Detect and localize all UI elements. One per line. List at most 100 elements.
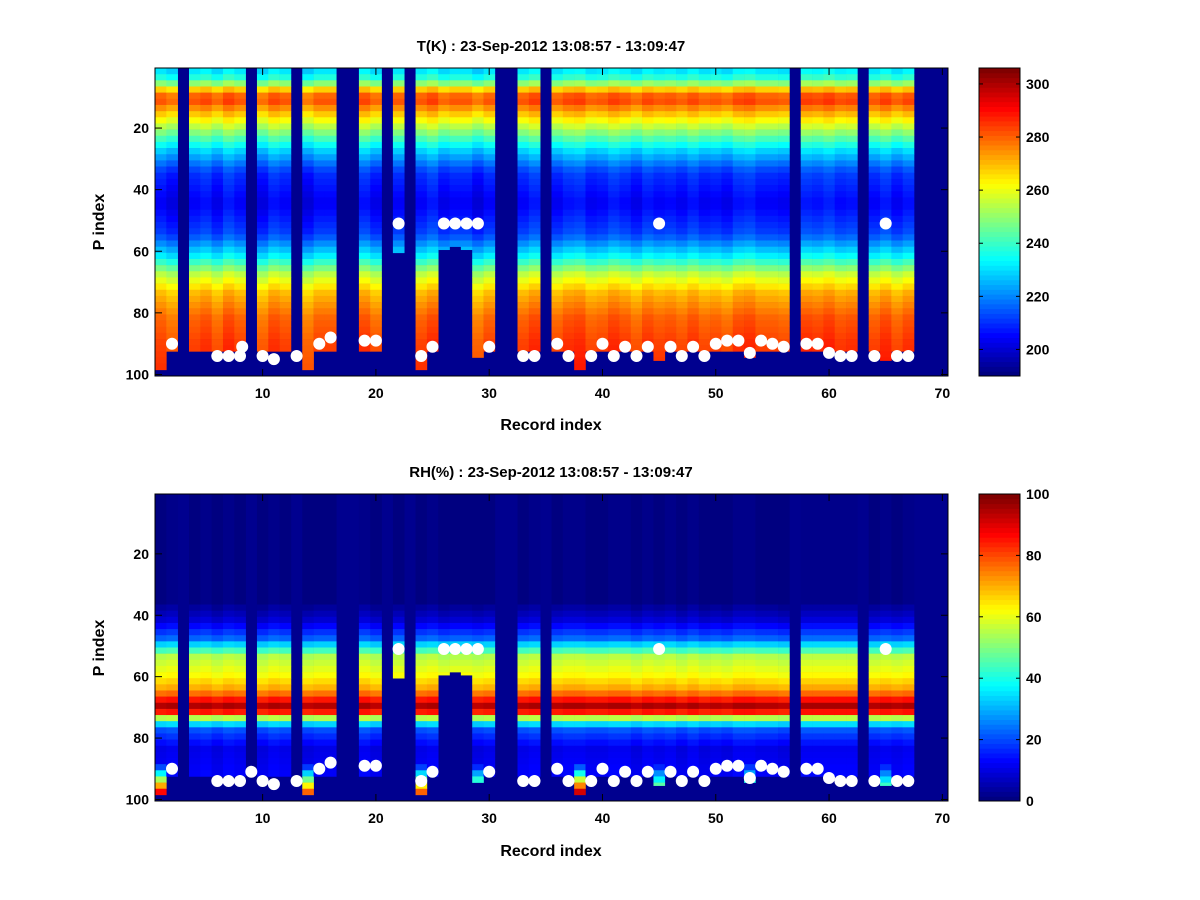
heatmap-cell	[744, 635, 756, 642]
heatmap-cell	[460, 74, 473, 81]
heatmap-cell	[585, 295, 598, 303]
heatmap-cell	[721, 197, 734, 204]
heatmap-cell	[155, 567, 167, 575]
heatmap-cell	[630, 111, 643, 118]
heatmap-cell	[279, 240, 292, 247]
heatmap-cell	[868, 240, 881, 247]
heatmap-cell	[687, 586, 700, 593]
heatmap-cell	[234, 733, 246, 740]
heatmap-cell	[766, 258, 779, 266]
heatmap-cell	[188, 579, 201, 587]
heatmap-cell	[710, 518, 722, 525]
heatmap-cell	[642, 530, 654, 538]
heatmap-cell	[166, 665, 178, 673]
heatmap-cell	[438, 512, 450, 519]
heatmap-cell	[653, 665, 666, 673]
heatmap-cell	[574, 228, 586, 235]
heatmap-cell	[472, 68, 484, 75]
heatmap-cell	[574, 782, 586, 790]
heatmap-cell	[483, 222, 496, 229]
heatmap-cell	[268, 314, 280, 321]
heatmap-cell	[188, 715, 201, 722]
heatmap-cell	[358, 86, 371, 93]
heatmap-cell	[574, 629, 586, 636]
heatmap-cell	[358, 185, 371, 192]
heatmap-cell	[744, 684, 756, 691]
heatmap-cell	[562, 592, 575, 599]
heatmap-column	[698, 68, 711, 352]
heatmap-cell	[200, 178, 212, 186]
heatmap-cell	[517, 708, 530, 716]
heatmap-cell	[744, 549, 756, 556]
heatmap-cell	[528, 512, 541, 519]
heatmap-cell	[155, 543, 167, 550]
heatmap-cell	[596, 166, 609, 174]
heatmap-cell	[710, 708, 722, 716]
heatmap-cell	[823, 98, 836, 106]
heatmap-cell	[222, 555, 235, 562]
heatmap-cell	[664, 185, 677, 192]
heatmap-cell	[370, 745, 382, 753]
heatmap-cell	[710, 222, 722, 229]
heatmap-cell	[200, 758, 212, 765]
heatmap-cell	[812, 326, 824, 334]
heatmap-cell	[698, 586, 711, 593]
heatmap-cell	[766, 80, 779, 87]
heatmap-cell	[653, 518, 666, 525]
heatmap-cell	[596, 265, 609, 272]
heatmap-cell	[438, 549, 450, 556]
heatmap-cell	[438, 129, 450, 137]
heatmap-cell	[630, 573, 643, 581]
heatmap-cell	[664, 684, 677, 691]
heatmap-cell	[234, 302, 246, 309]
heatmap-cell	[585, 758, 598, 765]
heatmap-cell	[415, 592, 428, 599]
heatmap-cell	[687, 598, 700, 605]
heatmap-cell	[823, 258, 836, 266]
heatmap-cell	[302, 80, 314, 87]
heatmap-cell	[608, 117, 620, 124]
heatmap-cell	[608, 678, 620, 685]
heatmap-cell	[653, 586, 666, 593]
heatmap-cell	[551, 604, 564, 611]
rh-panel: RH(%) : 23-Sep-2012 13:08:57 - 13:09:47 …	[91, 464, 1050, 860]
heatmap-cell	[302, 579, 314, 587]
heatmap-cell	[755, 610, 768, 618]
heatmap-cell	[744, 117, 756, 124]
heatmap-cell	[721, 708, 734, 716]
heatmap-cell	[562, 518, 575, 525]
heatmap-cell	[324, 228, 337, 235]
heatmap-column	[653, 68, 666, 361]
heatmap-cell	[528, 258, 541, 266]
heatmap-cell	[472, 289, 484, 297]
heatmap-cell	[868, 252, 881, 260]
heatmap-cell	[846, 86, 858, 93]
heatmap-cell	[698, 209, 711, 217]
heatmap-cell	[755, 271, 768, 278]
heatmap-cell	[472, 135, 484, 143]
heatmap-cell	[630, 332, 643, 340]
heatmap-cell	[868, 111, 881, 118]
heatmap-cell	[687, 702, 700, 710]
heatmap-cell	[234, 215, 246, 223]
heatmap-cell	[574, 573, 586, 581]
heatmap-cell	[574, 197, 586, 204]
heatmap-cell	[619, 573, 632, 581]
heatmap-cell	[596, 86, 609, 93]
heatmap-cell	[755, 92, 768, 100]
heatmap-cell	[834, 549, 847, 556]
heatmap-cell	[517, 586, 530, 593]
heatmap-cell	[710, 234, 722, 241]
heatmap-cell	[585, 289, 598, 297]
heatmap-cell	[392, 604, 405, 611]
heatmap-cell	[574, 647, 586, 654]
heatmap-cell	[800, 684, 813, 691]
heatmap-column	[619, 494, 632, 777]
heatmap-cell	[766, 536, 779, 544]
heatmap-cell	[234, 549, 246, 556]
heatmap-cell	[823, 555, 836, 562]
heatmap-column	[744, 494, 756, 783]
heatmap-cell	[279, 739, 292, 747]
heatmap-cell	[234, 141, 246, 149]
heatmap-cell	[200, 320, 212, 328]
